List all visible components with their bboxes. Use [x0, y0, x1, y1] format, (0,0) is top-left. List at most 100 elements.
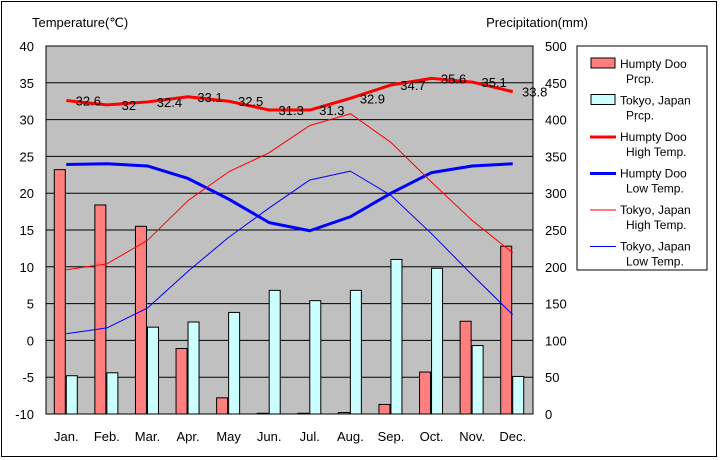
data-label: 33.1: [197, 90, 222, 105]
legend-label: Prcp.: [626, 109, 654, 123]
left-tick-label: -5: [22, 370, 34, 385]
left-tick-label: 10: [20, 260, 34, 275]
right-tick-label: 50: [545, 370, 559, 385]
legend-label: High Temp.: [626, 218, 686, 232]
legend-label: Tokyo, Japan: [620, 240, 691, 254]
bar: [187, 321, 200, 415]
bar: [500, 245, 513, 415]
data-label: 32.5: [238, 94, 263, 109]
data-label: 33.8: [522, 85, 547, 100]
left-tick-label: 0: [27, 333, 34, 348]
right-tick-label: 100: [545, 333, 567, 348]
left-tick-label: 5: [27, 297, 34, 312]
bar: [349, 289, 362, 415]
left-tick-label: 30: [20, 113, 34, 128]
bar: [228, 311, 241, 415]
bar: [256, 412, 269, 415]
x-axis-ticks: Jan. Feb. Mar. Apr. May Jun. Jul. Aug. Sep. Oct. N…: [54, 429, 526, 444]
bar: [146, 326, 159, 415]
grid-lines: [46, 82, 533, 378]
left-tick-label: 40: [20, 39, 34, 54]
data-label: 35.1: [481, 75, 506, 90]
bar: [459, 320, 472, 415]
left-tick-label: -10: [15, 407, 34, 422]
bar: [297, 412, 310, 415]
legend-label: Humpty Doo: [620, 130, 687, 144]
bar: [65, 375, 78, 415]
bar: [390, 258, 403, 415]
data-labels: 32.6 32 32.4 33.1 32.5 31.3 31.3 32.9 34.7 35.6 35…: [76, 71, 548, 118]
data-label: 31.3: [279, 103, 304, 118]
bar: [378, 403, 391, 415]
data-label: 32: [122, 98, 136, 113]
legend-label: Humpty Doo: [620, 57, 687, 71]
bars: [53, 169, 525, 415]
left-tick-label: 25: [20, 149, 34, 164]
right-tick-label: 150: [545, 297, 567, 312]
right-tick-label: 400: [545, 113, 567, 128]
x-tick-label: Feb.: [94, 429, 120, 444]
bar: [337, 412, 350, 415]
bar: [94, 204, 107, 415]
bar: [419, 371, 432, 415]
left-tick-label: 35: [20, 76, 34, 91]
left-axis-title: Temperature(℃): [32, 15, 128, 30]
x-tick-label: Nov.: [459, 429, 485, 444]
right-tick-label: 450: [545, 76, 567, 91]
data-label: 31.3: [319, 103, 344, 118]
legend-label: Tokyo, Japan: [620, 94, 691, 108]
x-tick-label: Oct.: [420, 429, 444, 444]
x-tick-label: Dec.: [499, 429, 526, 444]
data-label: 32.6: [76, 93, 101, 108]
left-tick-label: 20: [20, 186, 34, 201]
bar: [268, 289, 281, 415]
right-tick-label: 350: [545, 149, 567, 164]
lines: [66, 76, 514, 335]
legend-label: Tokyo, Japan: [620, 203, 691, 217]
x-tick-label: Aug.: [337, 429, 364, 444]
legend-label: Low Temp.: [626, 182, 684, 196]
series-line: [66, 113, 514, 271]
x-tick-label: Mar.: [135, 429, 160, 444]
legend-label: Low Temp.: [626, 255, 684, 269]
data-label: 32.9: [360, 91, 385, 106]
legend-swatch: [590, 94, 616, 105]
bar: [216, 397, 229, 415]
bar: [53, 169, 66, 415]
right-axis-title: Precipitation(mm): [486, 15, 588, 30]
left-tick-label: 15: [20, 223, 34, 238]
legend-swatch: [590, 57, 616, 69]
legend-label: Prcp.: [626, 72, 654, 86]
x-tick-label: Jul.: [300, 429, 320, 444]
legend-label: High Temp.: [626, 145, 686, 159]
x-tick-label: Sep.: [378, 429, 405, 444]
bar: [309, 300, 322, 415]
data-label: 32.4: [157, 95, 182, 110]
series-line: [66, 170, 514, 335]
series-line: [66, 76, 514, 112]
bar: [512, 375, 525, 415]
right-axis-ticks: 0 50 100 150 200 250 300 350 400 450 500: [545, 39, 567, 422]
right-tick-label: 250: [545, 223, 567, 238]
right-tick-label: 200: [545, 260, 567, 275]
legend-box: [576, 45, 708, 271]
x-tick-label: Jun.: [257, 429, 282, 444]
bar: [106, 372, 119, 415]
right-tick-label: 0: [545, 407, 552, 422]
data-label: 35.6: [441, 71, 466, 86]
bar: [175, 347, 188, 415]
series-line: [66, 162, 513, 233]
data-label: 34.7: [400, 78, 425, 93]
bar: [134, 225, 147, 415]
bar: [431, 267, 444, 415]
x-tick-label: Jan.: [54, 429, 79, 444]
x-tick-label: May: [216, 429, 241, 444]
bar: [471, 345, 484, 415]
legend-label: Humpty Doo: [620, 167, 687, 181]
right-tick-label: 500: [545, 39, 567, 54]
right-tick-label: 300: [545, 186, 567, 201]
left-axis-ticks: -10 -5 0 5 10 15 20 25 30 35 40: [15, 39, 34, 422]
x-tick-label: Apr.: [176, 429, 199, 444]
